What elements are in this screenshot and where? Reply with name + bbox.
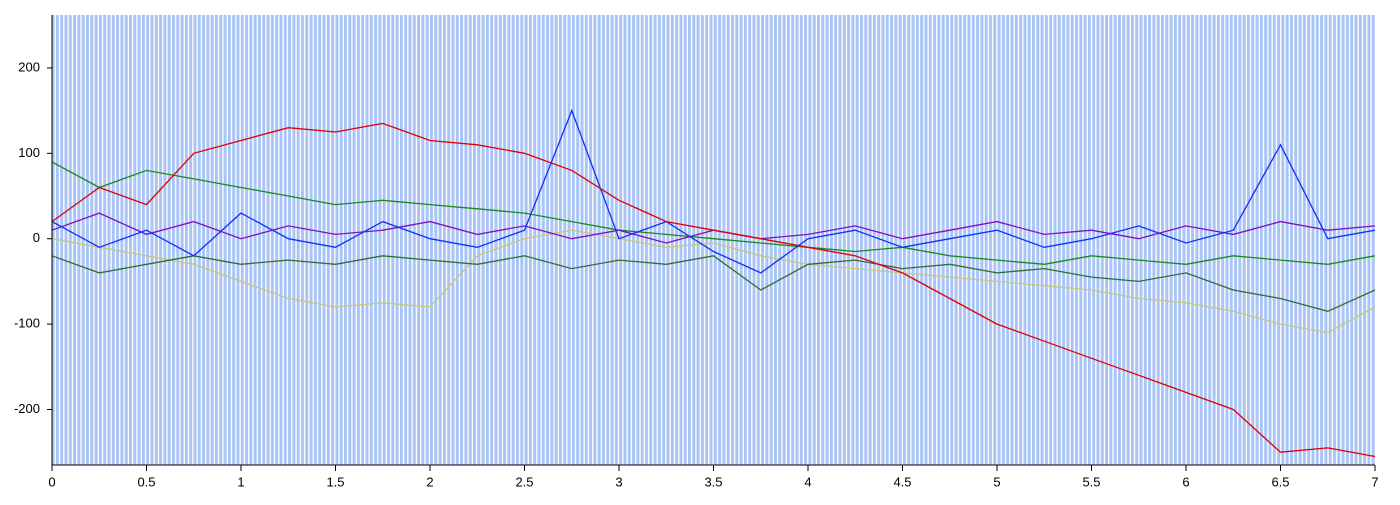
x-tick-label: 0 — [48, 474, 55, 489]
y-tick-label: 200 — [18, 59, 40, 74]
x-tick-label: 7 — [1371, 474, 1378, 489]
series-line — [51, 229, 1376, 334]
x-tick-label: 3.5 — [704, 474, 722, 489]
y-tick-label: 0 — [33, 230, 40, 245]
x-tick-label: 2 — [426, 474, 433, 489]
series-line — [51, 122, 1376, 458]
x-tick-label: 0.5 — [137, 474, 155, 489]
y-tick-label: 100 — [18, 145, 40, 160]
series-line — [51, 161, 1376, 265]
x-tick-label: 6 — [1182, 474, 1189, 489]
plot-background — [52, 15, 1375, 465]
x-tick-label: 5 — [993, 474, 1000, 489]
series-line — [51, 255, 1376, 312]
x-tick-label: 2.5 — [515, 474, 533, 489]
x-tick-label: 4.5 — [893, 474, 911, 489]
plot — [51, 108, 1376, 458]
x-tick-label: 1.5 — [326, 474, 344, 489]
y-tick-label: -200 — [14, 401, 40, 416]
series-line — [51, 108, 1376, 274]
x-tick-label: 6.5 — [1271, 474, 1289, 489]
x-tick-label: 3 — [615, 474, 622, 489]
x-tick-label: 1 — [237, 474, 244, 489]
y-tick-label: -100 — [14, 316, 40, 331]
x-tick-label: 4 — [804, 474, 811, 489]
x-tick-label: 5.5 — [1082, 474, 1100, 489]
